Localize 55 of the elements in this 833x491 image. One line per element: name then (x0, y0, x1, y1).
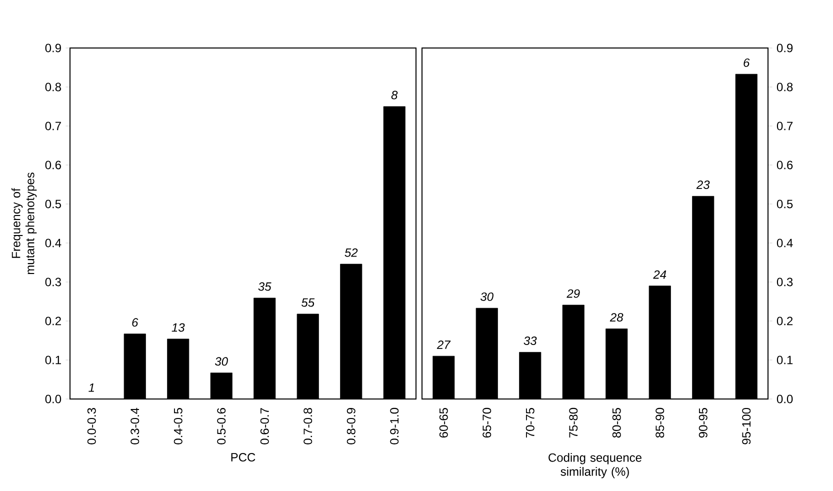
y-tick-label: 0.8 (776, 82, 793, 92)
x-axis-title: Coding sequence similarity (%) (548, 453, 642, 478)
x-tick-label: 95-100 (742, 408, 751, 444)
y-tick-label: 0.3 (45, 278, 62, 286)
x-tick-label: 80-85 (612, 408, 621, 438)
x-tick-label: 70-75 (526, 408, 534, 438)
y-tick-label: 0.3 (776, 278, 793, 286)
x-tick-label: 0.4-0.5 (174, 408, 182, 444)
y-tick-label: 0.6 (776, 160, 793, 170)
x-tick-label: 0.6-0.7 (260, 408, 269, 444)
y-tick-label: 0.8 (45, 82, 62, 92)
y-tick-label: 0.5 (776, 200, 793, 208)
y-tick-label: 0.6 (45, 160, 62, 170)
x-tick-label: 0.8-0.9 (346, 408, 356, 444)
x-tick-label: 75-80 (569, 408, 578, 438)
annotation: 8 (391, 90, 398, 100)
annotation: 30 (214, 357, 228, 366)
x-axis-title: PCC (231, 453, 256, 462)
annotation: 28 (610, 313, 624, 322)
annotation: 35 (258, 282, 272, 291)
x-tick-label: 85-90 (656, 408, 664, 438)
annotation: 23 (696, 180, 710, 189)
y-tick-label: 0.0 (776, 394, 793, 404)
x-tick-label: 0.5-0.6 (217, 408, 226, 444)
annotation: 55 (301, 298, 315, 307)
x-tick-label: 0.7-0.8 (304, 408, 312, 444)
y-axis-title: Frequency of mutant phenotypes (11, 172, 37, 274)
y-tick-label: 0.1 (776, 356, 793, 364)
annotation: 6 (744, 58, 750, 67)
y-tick-label: 0.0 (45, 394, 62, 404)
y-tick-label: 0.7 (776, 122, 793, 130)
annotation: 29 (566, 289, 580, 298)
annotation: 30 (480, 292, 494, 301)
y-tick-label: 0.7 (45, 122, 61, 130)
x-tick-label: 0.0-0.3 (87, 408, 96, 444)
y-tick-label: 0.9 (776, 44, 793, 52)
y-tick-label: 0.1 (45, 356, 61, 364)
y-tick-label: 0.9 (45, 44, 61, 52)
annotation: 24 (653, 270, 666, 279)
x-tick-label: 0.9-1.0 (390, 408, 399, 444)
annotation: 33 (524, 336, 537, 345)
x-tick-label: 60-65 (439, 408, 448, 438)
x-tick-label: 0.3-0.4 (130, 408, 140, 444)
x-tick-label: 65-70 (482, 408, 492, 438)
x-tick-label: 90-95 (698, 408, 708, 438)
y-tick-label: 0.2 (776, 316, 793, 326)
annotation: 52 (344, 248, 358, 257)
y-tick-label: 0.2 (45, 316, 61, 326)
annotation: 6 (132, 318, 138, 327)
y-tick-label: 0.5 (45, 200, 62, 208)
y-tick-label: 0.4 (45, 238, 62, 248)
annotation: 13 (172, 323, 185, 332)
y-tick-label: 0.4 (776, 238, 793, 248)
annotation: 27 (436, 340, 451, 349)
annotation: 1 (88, 384, 94, 392)
